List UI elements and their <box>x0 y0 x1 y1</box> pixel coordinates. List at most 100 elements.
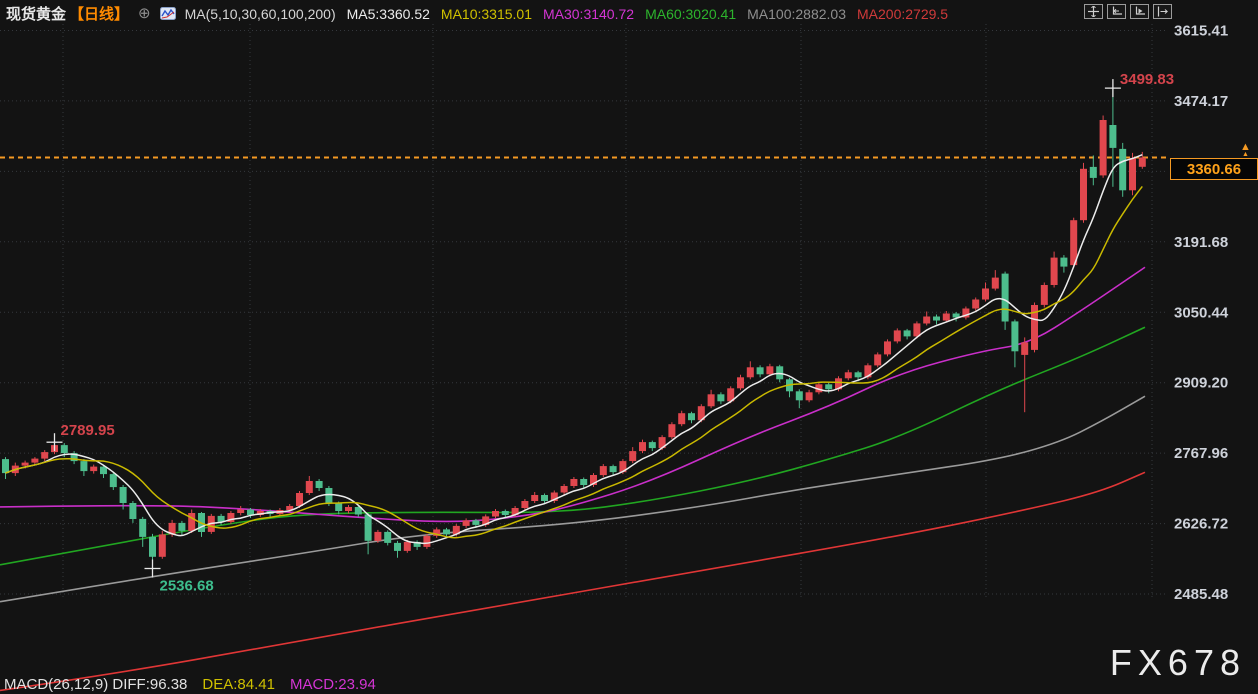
candle-body <box>217 515 225 522</box>
candle-body <box>1011 321 1019 352</box>
candle-body <box>609 466 617 473</box>
candle-body <box>100 466 107 475</box>
candle-body <box>354 507 362 515</box>
candle-body <box>315 481 323 488</box>
scale-axis-left-icon[interactable] <box>1107 4 1126 19</box>
ma-caption: MA(5,10,30,60,100,200) <box>184 5 336 22</box>
candle-body <box>1070 220 1078 266</box>
grid <box>0 24 1168 600</box>
macd-readout: MACD(26,12,9) DIFF:96.38 DEA:84.41 MACD:… <box>4 676 376 693</box>
candle-body <box>550 492 558 501</box>
symbol-name: 现货黄金 <box>6 6 67 23</box>
candle-body <box>364 514 372 541</box>
candle-body <box>590 475 597 485</box>
candle-body <box>697 406 705 421</box>
ma-line-ma10 <box>5 186 1143 539</box>
candle-body <box>21 462 29 466</box>
candle-body <box>668 424 676 438</box>
candle-body <box>109 474 117 488</box>
candle-body <box>1050 257 1058 285</box>
ma-legend-item-5: MA100:2882.03 <box>747 5 846 22</box>
candle-body <box>570 479 578 486</box>
last-price-value: 3360.66 <box>1186 160 1242 178</box>
timeframe-label[interactable]: 【日线】 <box>69 6 130 23</box>
candle-body <box>256 511 264 515</box>
candle-body <box>462 520 470 526</box>
candle-body <box>119 487 127 503</box>
candle-body <box>854 372 862 378</box>
candle-body <box>521 501 529 508</box>
candle-body <box>70 453 78 462</box>
candle-body <box>766 366 774 375</box>
candle-body <box>1040 285 1048 305</box>
candle-body <box>374 531 382 541</box>
macd-dea-value: DEA:84.41 <box>202 676 275 693</box>
add-indicator-icon[interactable]: ⊕ <box>138 5 151 22</box>
candle-body <box>913 323 921 337</box>
y-axis-label: 2909.20 <box>1174 375 1228 392</box>
candle-body <box>756 367 764 375</box>
candle-body <box>933 316 940 321</box>
candle-body <box>1001 273 1009 322</box>
candle-body <box>149 536 156 557</box>
candle-body <box>952 313 960 318</box>
candle-body <box>80 461 88 472</box>
y-axis-label: 3191.68 <box>1174 234 1228 251</box>
candle-body <box>658 437 666 449</box>
candlestick-series <box>2 88 1146 569</box>
y-axis-label: 2767.96 <box>1174 445 1228 462</box>
candle-body <box>413 541 421 547</box>
candle-body <box>835 378 842 390</box>
candle-body <box>247 509 254 515</box>
candle-body <box>335 503 343 511</box>
candle-body <box>874 354 882 366</box>
extreme-price-label: 2536.68 <box>160 578 214 595</box>
candle-body <box>158 534 166 557</box>
scale-axis-play-icon[interactable] <box>1130 4 1149 19</box>
candle-body <box>599 466 607 476</box>
collapse-pane-icon[interactable] <box>1153 4 1172 19</box>
candle-body <box>805 392 813 401</box>
y-axis-label: 3615.41 <box>1174 23 1228 40</box>
candle-body <box>2 459 9 474</box>
ma-line-ma60 <box>0 326 1146 566</box>
candle-body <box>1060 257 1068 267</box>
candle-body <box>825 384 833 390</box>
candle-body <box>982 288 989 300</box>
move-crosshair-icon[interactable] <box>1084 4 1103 19</box>
candle-body <box>227 513 235 522</box>
candle-body <box>345 507 352 511</box>
candle-body <box>903 330 911 337</box>
ma-legend-item-3: MA30:3140.72 <box>542 5 635 22</box>
candle-body <box>60 445 68 454</box>
candle-body <box>90 466 98 472</box>
candle-body <box>962 308 970 318</box>
candle-body <box>619 461 627 473</box>
y-axis-label: 3474.17 <box>1174 93 1228 110</box>
candle-body <box>648 442 656 449</box>
watermark-logo: FX678 <box>1109 642 1246 683</box>
candle-body <box>580 479 588 485</box>
candle-body <box>991 277 999 289</box>
candle-body <box>1080 168 1087 221</box>
line-chart-icon[interactable] <box>159 7 176 20</box>
candle-body <box>188 513 196 531</box>
last-price-tag: 3360.66 <box>1170 158 1258 180</box>
y-axis-label: 2626.72 <box>1174 516 1228 533</box>
candle-body <box>139 518 147 537</box>
candle-body <box>1119 148 1127 191</box>
candle-body <box>727 388 735 402</box>
chart-toolbar <box>1084 4 1172 19</box>
candle-body <box>864 365 872 378</box>
candle-body <box>501 511 509 515</box>
candle-body <box>1099 120 1107 176</box>
candle-body <box>237 509 245 513</box>
macd-macd-value: MACD:23.94 <box>289 676 376 693</box>
candle-body <box>1138 157 1146 167</box>
candle-body <box>639 442 646 452</box>
ma-lines <box>0 266 1146 692</box>
candle-body <box>482 516 490 525</box>
candle-body <box>737 377 744 389</box>
